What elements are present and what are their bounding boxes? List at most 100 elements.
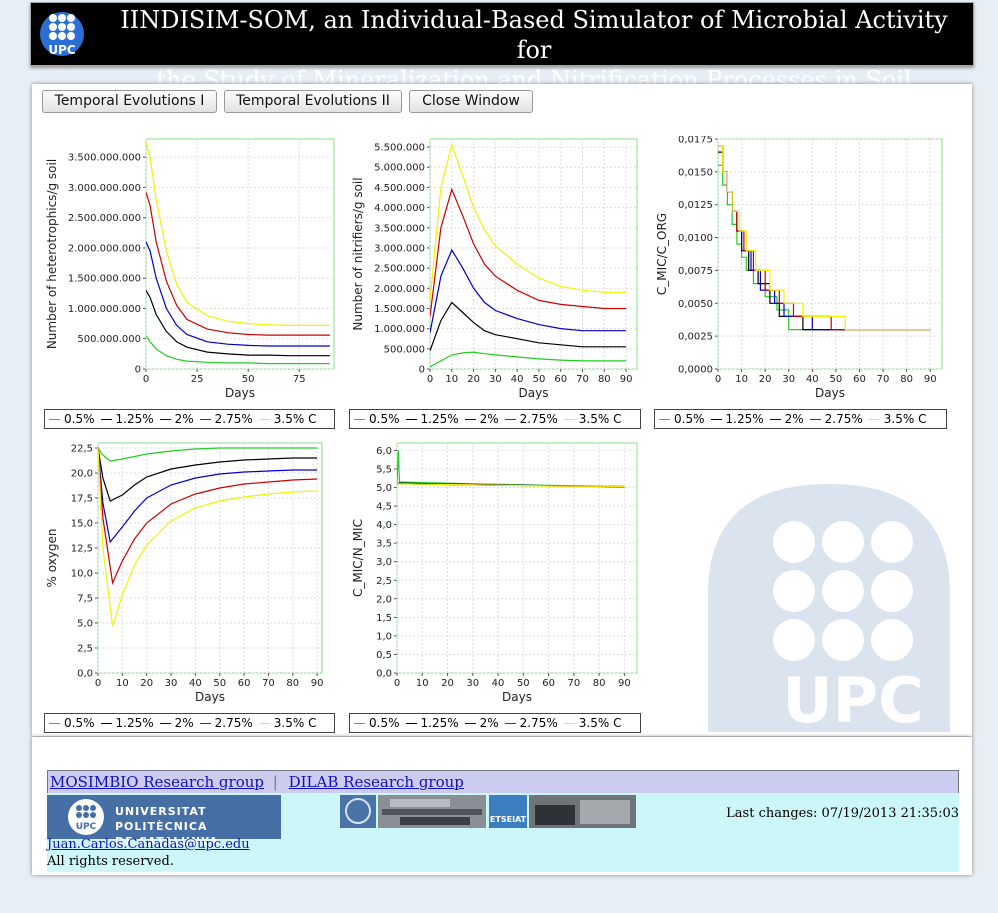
legend-swatch [49, 723, 60, 724]
x-axis-label: Days [195, 690, 225, 704]
y-tick-label: 500.000.000 [77, 334, 141, 345]
x-axis-label: Days [815, 386, 845, 400]
legend-item: 2.75% [504, 412, 558, 426]
y-tick-label: 17,5 [71, 494, 93, 505]
legend-item: 1.25% [100, 716, 154, 730]
y-tick-label: 0,0175 [678, 136, 713, 146]
series-line-4 [98, 447, 318, 586]
y-tick-label: 0,0 [77, 669, 93, 680]
dilab-link[interactable]: DILAB Research group [288, 773, 464, 791]
legend-item: 1.25% [405, 716, 459, 730]
chart-1: 0 500.000.000 1.000.000.000 1.500.000.000 2.… [44, 136, 344, 436]
legend-label: 0.5% [369, 716, 400, 730]
upc-watermark-logo: UPC [708, 484, 950, 732]
x-axis-label: Days [225, 386, 255, 400]
x-tick-label: 20 [441, 678, 454, 689]
legend-label: 2% [479, 412, 499, 426]
plot-area [97, 442, 323, 674]
x-tick-label: 50 [830, 374, 843, 385]
x-tick-label: 80 [593, 678, 606, 689]
legend-label: 3.5% C [273, 412, 317, 426]
chart-5: 0,0 0,5 1,0 1,5 2,0 2,5 3,0 3,5 4,0 4,5 5,0 5,5 6,0 0… [350, 440, 650, 740]
y-tick-label: 0,5 [376, 650, 392, 661]
plot-area [429, 138, 638, 370]
legend-item: 3.5% C [563, 716, 621, 730]
upc-logo-icon: UPC [40, 12, 84, 57]
legend-swatch [159, 723, 171, 724]
mosimbio-link[interactable]: MOSIMBIO Research group [50, 773, 264, 791]
plot-area [396, 442, 638, 674]
y-tick-label: 2.000.000.000 [68, 243, 141, 254]
series-line-5 [718, 145, 931, 331]
title-line-1: IINDISIM-SOM, an Individual-Based Simula… [120, 6, 948, 64]
temporal-evolutions-i-button[interactable]: Temporal Evolutions I [42, 90, 217, 113]
x-tick-label: 30 [782, 374, 795, 385]
legend-label: 2% [479, 716, 499, 730]
y-tick-label: 2,5 [77, 644, 93, 655]
y-tick-label: 5,0 [376, 483, 392, 494]
y-tick-label: 4,5 [376, 502, 392, 513]
y-tick-label: 22,5 [71, 444, 93, 455]
y-tick-label: 3.000.000.000 [68, 183, 141, 194]
y-tick-label: 0,0 [376, 669, 392, 680]
y-axis-label: Number of nitrifiers/g soil [351, 177, 365, 330]
x-tick-label: 50 [533, 374, 546, 385]
x-tick-label: 60 [542, 678, 555, 689]
legend-item: 2.75% [199, 716, 253, 730]
legend-item: 0.5% [49, 716, 95, 730]
upc-banner-logo[interactable]: UPC UNIVERSITAT POLITÈCNICA DE CATALUNYA [47, 795, 281, 848]
series-line-1 [98, 447, 318, 462]
chart-3-svg: 0,0000 0,0025 0,0050 0,0075 0,0100 0,0125 0,01… [655, 136, 943, 400]
chart-1-legend: 0.5% 1.25% 2% 2.75% 3.5% C [44, 409, 335, 429]
legend-swatch [710, 419, 722, 420]
legend-item: 2.75% [809, 412, 863, 426]
temporal-evolutions-ii-button[interactable]: Temporal Evolutions II [224, 90, 402, 113]
x-tick-label: 70 [877, 374, 890, 385]
email-link[interactable]: Juan.Carlos.Canadas@upc.edu [47, 837, 250, 852]
campus-photos: ETSEIAT [340, 795, 636, 828]
upc-name-line-1: UNIVERSITAT POLITÈCNICA [115, 805, 208, 833]
legend-swatch [504, 419, 516, 420]
y-tick-label: 15,0 [71, 519, 93, 530]
y-tick-label: 0,0125 [678, 200, 713, 211]
chart-4: 0,0 2,5 5,0 7,5 10,0 12,5 15,0 17,5 20,0 22,5 0 10 2… [44, 440, 344, 740]
x-tick-label: 20 [467, 374, 480, 385]
close-window-button[interactable]: Close Window [409, 90, 533, 113]
x-tick-label: 80 [286, 678, 299, 689]
series-line-4 [430, 187, 627, 317]
legend-item: 0.5% [354, 412, 400, 426]
chart-2-legend: 0.5% 1.25% 2% 2.75% 3.5% C [349, 409, 641, 429]
y-tick-label: 0 [419, 365, 425, 376]
legend-swatch [354, 723, 365, 724]
y-tick-label: 0,0050 [678, 299, 713, 310]
legend-swatch [49, 419, 60, 420]
last-changes-text: Last changes: 07/19/2013 21:35:03 [726, 806, 959, 821]
x-tick-label: 10 [416, 678, 429, 689]
legend-item: 2% [159, 412, 194, 426]
legend-swatch [199, 419, 211, 420]
x-tick-label: 60 [238, 678, 251, 689]
x-tick-label: 70 [262, 678, 275, 689]
y-axis-label: C_MIC/N_MIC [351, 519, 365, 597]
x-tick-label: 0 [143, 374, 149, 385]
y-tick-label: 10,0 [71, 569, 93, 580]
page-title: IINDISIM-SOM, an Individual-Based Simula… [101, 5, 967, 95]
x-tick-label: 60 [554, 374, 567, 385]
x-tick-label: 40 [189, 678, 202, 689]
chart-5-svg: 0,0 0,5 1,0 1,5 2,0 2,5 3,0 3,5 4,0 4,5 5,0 5,5 6,0 0… [351, 442, 638, 704]
x-axis-label: Days [519, 386, 549, 400]
legend-label: 2% [784, 412, 804, 426]
x-tick-label: 80 [900, 374, 913, 385]
legend-swatch [100, 723, 112, 724]
upc-small-logo-icon: UPC [68, 799, 104, 835]
legend-swatch [659, 419, 670, 420]
chart-1-svg: 0 500.000.000 1.000.000.000 1.500.000.000 2.… [45, 138, 335, 400]
series-line-5 [146, 141, 330, 326]
legend-item: 1.25% [100, 412, 154, 426]
legend-item: 2.75% [504, 716, 558, 730]
x-tick-label: 90 [924, 374, 937, 385]
legend-swatch [258, 723, 270, 724]
legend-label: 1.25% [420, 716, 459, 730]
x-tick-label: 50 [517, 678, 530, 689]
y-tick-label: 1.000.000 [374, 324, 425, 335]
